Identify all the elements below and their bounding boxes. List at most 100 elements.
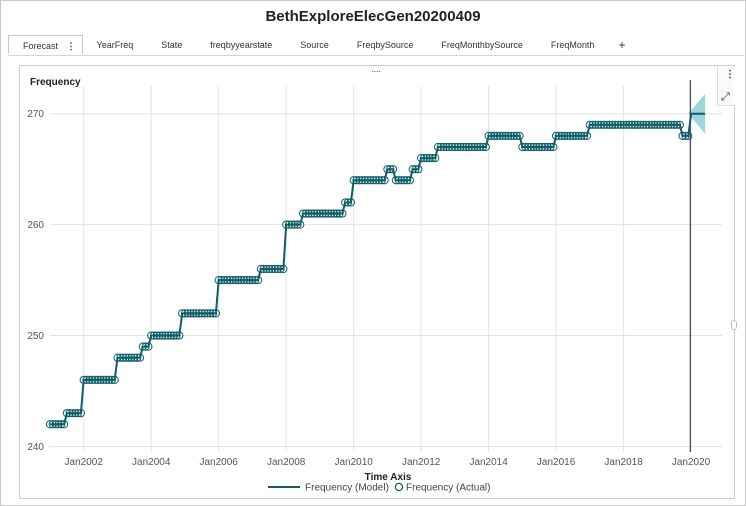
panel-grip-icon[interactable]: ···· (371, 66, 381, 77)
actual-marker (526, 142, 535, 152)
actual-marker (591, 120, 600, 129)
tab-source[interactable]: Source (300, 40, 329, 50)
actual-marker (327, 209, 336, 218)
tab-freqbyyearstate[interactable]: freqbyyearstate (210, 40, 273, 50)
actual-marker (301, 209, 310, 218)
actual-marker (135, 353, 145, 362)
actual-marker (99, 375, 108, 385)
actual-marker (436, 142, 445, 152)
actual-marker (237, 275, 246, 285)
actual-marker (228, 275, 237, 285)
panel-resize-handle[interactable] (731, 320, 737, 330)
actual-marker (144, 342, 153, 351)
actual-marker (85, 375, 94, 385)
actual-marker (405, 176, 414, 185)
actual-marker (684, 131, 693, 141)
actual-marker (189, 309, 198, 318)
actual-marker (113, 353, 122, 362)
actual-marker (543, 142, 552, 152)
actual-marker (211, 309, 220, 318)
actual-marker (675, 120, 684, 129)
actual-marker (175, 331, 184, 340)
actual-marker (625, 120, 634, 129)
actual-marker (335, 209, 344, 218)
actual-marker (425, 153, 434, 163)
actual-marker (484, 131, 493, 141)
actual-marker (613, 120, 623, 129)
actual-marker (231, 275, 240, 285)
x-tick-label: Jan2008 (267, 457, 306, 468)
actual-marker (62, 409, 71, 418)
actual-marker (363, 176, 372, 185)
actual-marker (656, 120, 665, 129)
actual-marker (217, 275, 226, 285)
actual-marker (256, 264, 265, 274)
actual-marker (203, 309, 212, 318)
actual-marker (287, 220, 296, 229)
actual-marker (431, 153, 440, 163)
actual-marker (400, 176, 409, 185)
tab-freqbysource[interactable]: FreqbySource (356, 40, 414, 50)
actual-marker (653, 120, 662, 129)
maximize-icon[interactable]: ⤢ (721, 91, 730, 103)
actual-marker (88, 375, 97, 385)
actual-marker (563, 131, 572, 141)
actual-marker (352, 176, 361, 185)
actual-marker (672, 120, 682, 129)
actual-marker (540, 142, 549, 152)
actual-marker (453, 142, 462, 152)
actual-marker (481, 142, 490, 152)
actual-marker (186, 309, 195, 318)
actual-marker (242, 275, 251, 285)
actual-marker (76, 409, 86, 418)
actual-marker (172, 331, 181, 340)
x-tick-label: Jan2010 (334, 457, 373, 468)
tab-yearfreq[interactable]: YearFreq (96, 40, 134, 50)
actual-marker (470, 142, 479, 152)
actual-marker (358, 176, 367, 185)
actual-marker (501, 131, 510, 141)
actual-marker (214, 275, 223, 285)
actual-marker (594, 120, 603, 129)
actual-marker (408, 165, 417, 174)
actual-marker (282, 220, 291, 229)
tab-menu-icon[interactable]: ⋮ (66, 41, 76, 51)
actual-marker (476, 142, 485, 152)
actual-marker (234, 275, 243, 285)
report-title: BethExploreElecGen20200409 (265, 8, 481, 25)
actual-marker (276, 264, 285, 274)
actual-marker (259, 264, 268, 274)
tab-freqmonth[interactable]: FreqMonth (550, 40, 595, 50)
tab-forecast[interactable]: Forecast ⋮ (8, 35, 83, 55)
actual-marker (374, 176, 384, 185)
actual-marker (616, 120, 625, 129)
x-tick-label: Jan2018 (604, 457, 643, 468)
actual-marker (546, 142, 555, 152)
actual-marker (439, 142, 448, 152)
actual-marker (532, 142, 541, 152)
tab-freqmonthbysource[interactable]: FreqMonthbySource (441, 40, 523, 50)
actual-marker (290, 220, 299, 229)
actual-marker (107, 375, 116, 385)
actual-marker (537, 142, 547, 152)
tabs-divider (8, 55, 744, 56)
actual-marker (121, 353, 131, 362)
actual-marker (658, 120, 668, 129)
x-tick-label: Jan2014 (469, 457, 508, 468)
actual-marker (580, 131, 589, 141)
x-tick-label: Jan2020 (672, 457, 711, 468)
actual-marker (223, 275, 232, 285)
actual-marker (366, 176, 375, 185)
actual-marker (414, 165, 423, 174)
actual-marker (459, 142, 468, 152)
actual-marker (667, 120, 676, 129)
actual-marker (574, 131, 583, 141)
actual-marker (133, 353, 142, 362)
actual-marker (566, 131, 575, 141)
y-tick-label: 240 (27, 442, 44, 453)
actual-marker (388, 165, 398, 174)
actual-marker (650, 120, 659, 129)
actual-marker (391, 176, 400, 185)
add-tab-button[interactable]: + (618, 38, 626, 52)
tab-state[interactable]: State (161, 40, 183, 50)
